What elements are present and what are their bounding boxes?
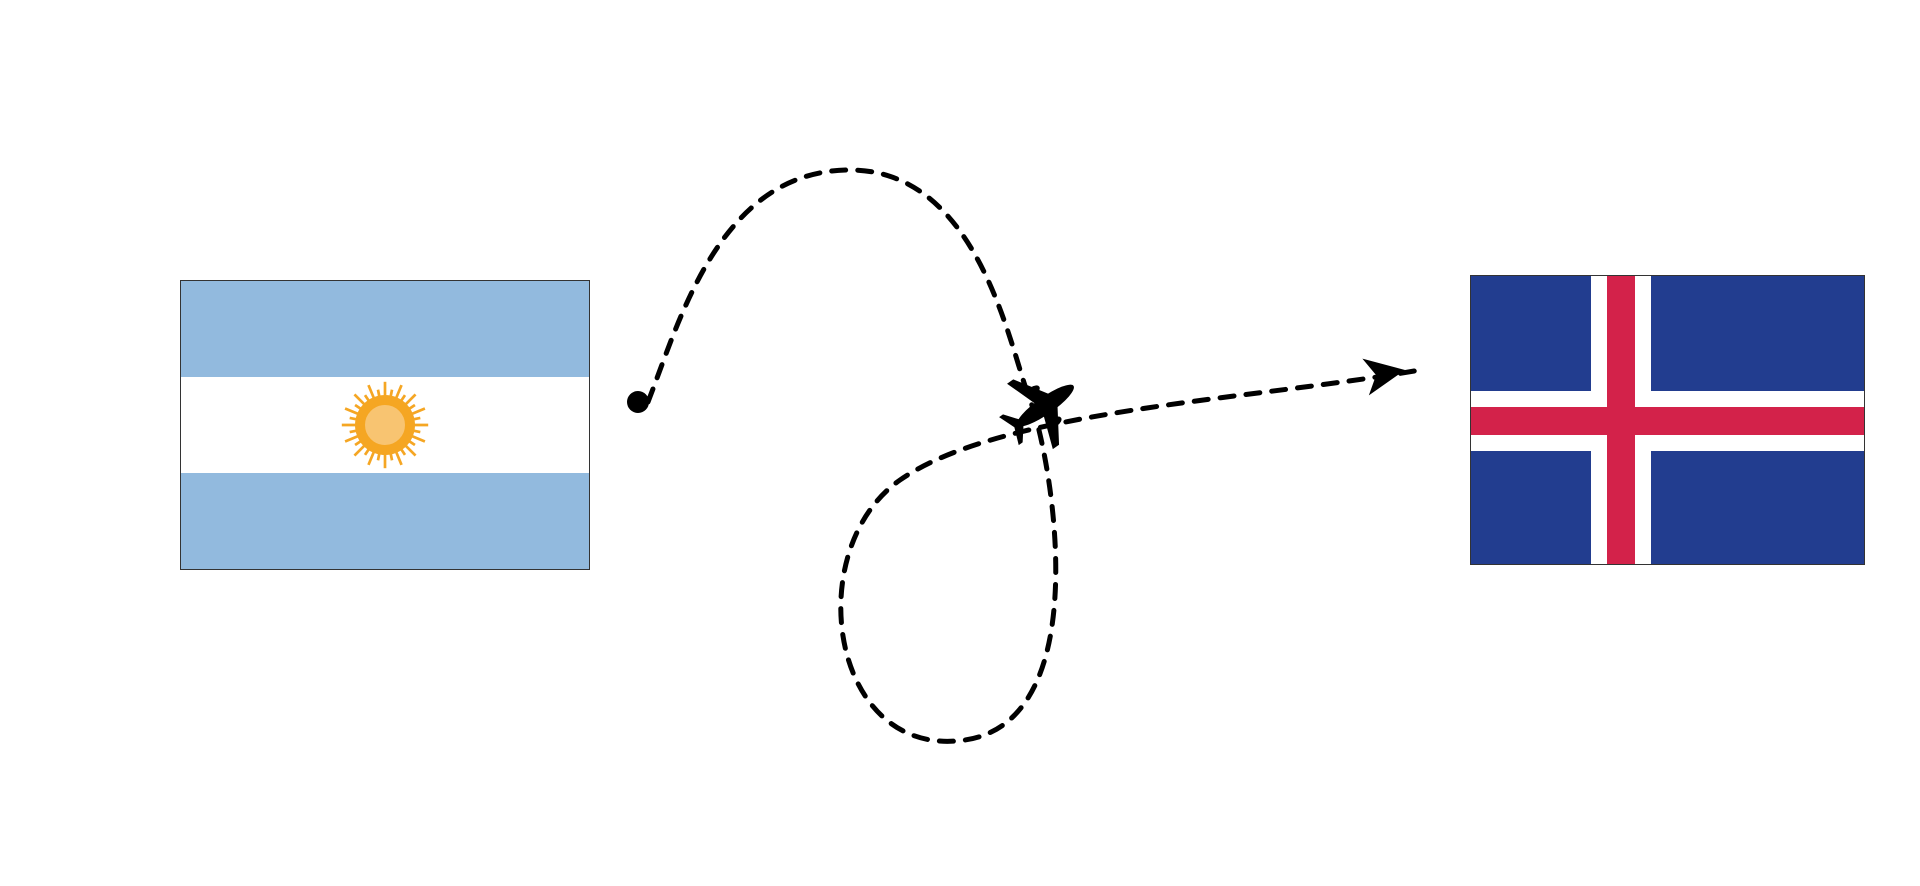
iceland-flag (1470, 275, 1865, 565)
arrow-icon (1362, 352, 1408, 396)
sun-face (364, 404, 406, 446)
sun-of-may-icon (355, 395, 415, 455)
argentina-flag (180, 280, 590, 570)
flag-stripe-bottom (181, 473, 589, 569)
flag-stripe-middle (181, 377, 589, 473)
flag-stripe-top (181, 281, 589, 377)
airplane-icon (998, 358, 1093, 453)
dashed-route (648, 170, 1420, 741)
cross-red-horizontal (1471, 407, 1864, 435)
start-dot-icon (627, 391, 649, 413)
travel-infographic (0, 0, 1920, 886)
